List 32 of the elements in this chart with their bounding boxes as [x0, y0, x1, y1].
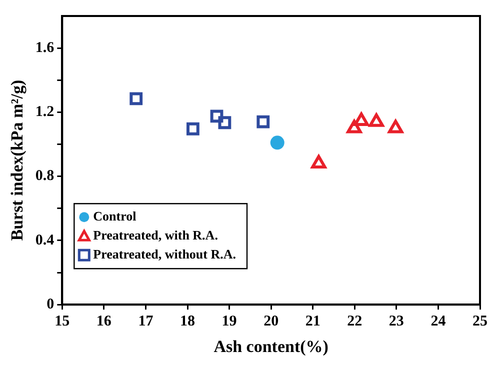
legend-label: Preatreated, with R.A. [93, 227, 218, 242]
x-tick-label: 17 [138, 313, 154, 330]
x-tick-label: 21 [305, 313, 320, 330]
x-tick-label: 19 [222, 313, 237, 330]
point [368, 113, 384, 127]
point [354, 112, 369, 126]
y-axis-title: Burst index(kPa m²/g) [8, 80, 27, 241]
point [218, 116, 232, 130]
x-tick-label: 20 [264, 313, 279, 330]
x-tick-label: 25 [472, 313, 488, 330]
x-tick-label: 24 [430, 313, 446, 330]
point [270, 136, 284, 150]
point [311, 155, 326, 169]
y-tick-label: 0.8 [35, 168, 54, 184]
x-tick-label: 18 [180, 313, 196, 330]
point [388, 120, 404, 134]
y-tick-label: 0 [46, 296, 54, 312]
y-tick-label: 1.6 [35, 40, 55, 56]
x-tick-label: 23 [388, 313, 404, 330]
x-axis-title: Ash content(%) [214, 337, 328, 356]
point [210, 110, 224, 123]
y-tick-label: 1.2 [35, 104, 54, 120]
point [256, 115, 270, 128]
x-tick-label: 15 [54, 313, 70, 330]
y-tick-label: 0.4 [35, 232, 55, 248]
x-tick-label: 22 [347, 313, 362, 330]
point [130, 92, 143, 106]
legend-label: Preatreated, without R.A. [93, 246, 236, 262]
x-tick-label: 16 [96, 313, 112, 330]
point [186, 122, 200, 136]
legend-label: Control [93, 208, 137, 224]
point [346, 120, 362, 134]
